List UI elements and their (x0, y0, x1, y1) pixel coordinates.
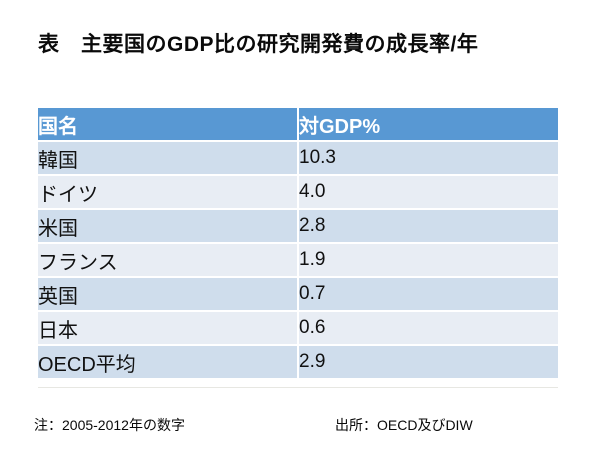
table-bottom-border (38, 387, 558, 388)
value-cell: 4.0 (299, 176, 558, 208)
table-row: ドイツ 4.0 (38, 176, 558, 208)
country-cell: 韓国 (38, 142, 297, 174)
value-header-cell: 対GDP% (299, 108, 558, 140)
value-cell: 0.6 (299, 312, 558, 344)
value-cell: 2.9 (299, 346, 558, 378)
value-cell: 1.9 (299, 244, 558, 276)
country-cell: 米国 (38, 210, 297, 242)
gdp-rd-growth-table: 国名 対GDP% 韓国 10.3 ドイツ 4.0 米国 2.8 フランス 1.9 (36, 106, 560, 380)
value-cell: 2.8 (299, 210, 558, 242)
footnote-source: 出所：OECD及びDIW (335, 417, 473, 433)
value-cell: 0.7 (299, 278, 558, 310)
table-row: 日本 0.6 (38, 312, 558, 344)
country-cell: 日本 (38, 312, 297, 344)
country-cell: 英国 (38, 278, 297, 310)
table-row: フランス 1.9 (38, 244, 558, 276)
table-row: 韓国 10.3 (38, 142, 558, 174)
page-title: 表 主要国のGDP比の研究開発費の成長率/年 (38, 33, 479, 56)
country-cell: OECD平均 (38, 346, 297, 378)
table-row: 米国 2.8 (38, 210, 558, 242)
country-cell: フランス (38, 244, 297, 276)
table-header-row: 国名 対GDP% (38, 108, 558, 140)
country-cell: ドイツ (38, 176, 297, 208)
table-row: 英国 0.7 (38, 278, 558, 310)
table-row: OECD平均 2.9 (38, 346, 558, 378)
country-header-cell: 国名 (38, 108, 297, 140)
footnote-period: 注：2005-2012年の数字 (34, 417, 185, 433)
value-cell: 10.3 (299, 142, 558, 174)
